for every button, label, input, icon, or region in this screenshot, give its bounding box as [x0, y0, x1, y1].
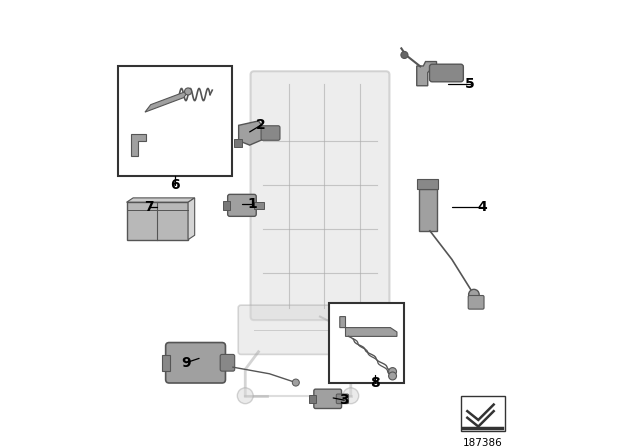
Bar — [162, 355, 170, 370]
FancyBboxPatch shape — [314, 389, 342, 409]
Circle shape — [237, 388, 253, 404]
Circle shape — [388, 372, 397, 380]
Polygon shape — [239, 121, 265, 145]
Circle shape — [401, 52, 408, 59]
Bar — [234, 139, 242, 147]
Bar — [417, 179, 438, 189]
Text: 4: 4 — [478, 200, 488, 214]
Bar — [329, 303, 404, 383]
Polygon shape — [127, 198, 195, 202]
Polygon shape — [417, 61, 436, 86]
Polygon shape — [131, 134, 147, 156]
FancyBboxPatch shape — [468, 296, 484, 309]
Circle shape — [388, 368, 397, 375]
Text: 8: 8 — [370, 375, 380, 390]
Polygon shape — [340, 317, 397, 336]
Bar — [419, 189, 436, 231]
Bar — [127, 202, 188, 240]
FancyBboxPatch shape — [228, 194, 256, 216]
Bar — [254, 202, 264, 209]
Bar — [310, 395, 316, 403]
Circle shape — [343, 388, 358, 404]
FancyBboxPatch shape — [238, 305, 376, 354]
Circle shape — [468, 289, 479, 300]
FancyBboxPatch shape — [220, 354, 235, 371]
FancyBboxPatch shape — [166, 343, 225, 383]
Text: 187386: 187386 — [463, 438, 502, 448]
Circle shape — [184, 88, 191, 95]
Text: 5: 5 — [465, 77, 474, 90]
FancyBboxPatch shape — [261, 126, 280, 140]
FancyBboxPatch shape — [429, 64, 463, 82]
Text: 1: 1 — [247, 198, 257, 211]
Bar — [223, 201, 230, 210]
FancyBboxPatch shape — [250, 71, 390, 320]
FancyBboxPatch shape — [336, 394, 349, 404]
Circle shape — [292, 379, 300, 386]
Text: 3: 3 — [339, 393, 349, 407]
Text: 2: 2 — [256, 118, 266, 132]
Text: 9: 9 — [181, 356, 191, 370]
Bar — [118, 66, 232, 176]
Polygon shape — [145, 90, 189, 112]
Text: 6: 6 — [170, 178, 180, 192]
Text: 7: 7 — [144, 200, 154, 214]
Polygon shape — [188, 198, 195, 240]
Bar — [461, 396, 505, 431]
